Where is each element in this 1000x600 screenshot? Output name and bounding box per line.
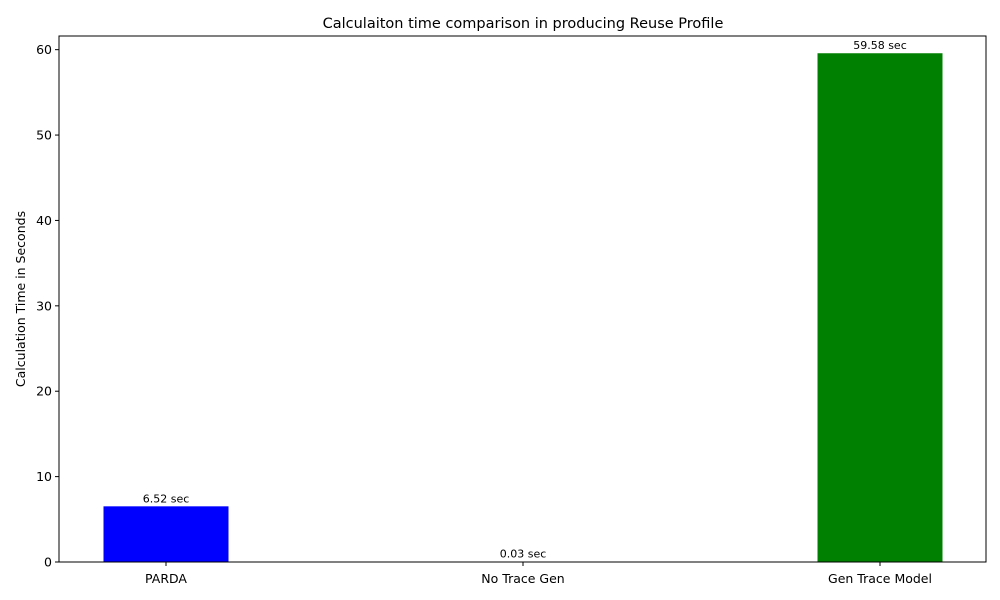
y-tick-label: 10 [36,469,52,484]
x-tick-label: No Trace Gen [481,571,564,586]
y-tick-label: 60 [36,42,52,57]
chart-title: Calculaiton time comparison in producing… [323,16,724,32]
y-tick-label: 50 [36,128,52,143]
y-tick-label: 30 [36,298,52,313]
x-tick-label: PARDA [145,571,187,586]
x-axis-ticks: PARDA No Trace Gen Gen Trace Model [145,562,932,586]
y-tick-label: 20 [36,384,52,399]
x-tick-label: Gen Trace Model [828,571,932,586]
y-axis-label: Calculation Time in Seconds [13,211,28,387]
plot-area-frame [58,35,987,563]
y-axis-ticks: 0 10 20 30 40 50 60 [36,42,59,570]
bars [103,53,943,562]
bar-value-label: 0.03 sec [500,548,547,561]
bar-value-label: 6.52 sec [143,492,190,505]
bar-value-label: 59.58 sec [853,39,907,52]
y-tick-label: 40 [36,213,52,228]
bar-parda [103,506,229,562]
bar-gen-trace-model [817,53,943,562]
y-tick-label: 0 [44,555,52,570]
bar-value-labels: 6.52 sec 0.03 sec 59.58 sec [143,39,907,560]
